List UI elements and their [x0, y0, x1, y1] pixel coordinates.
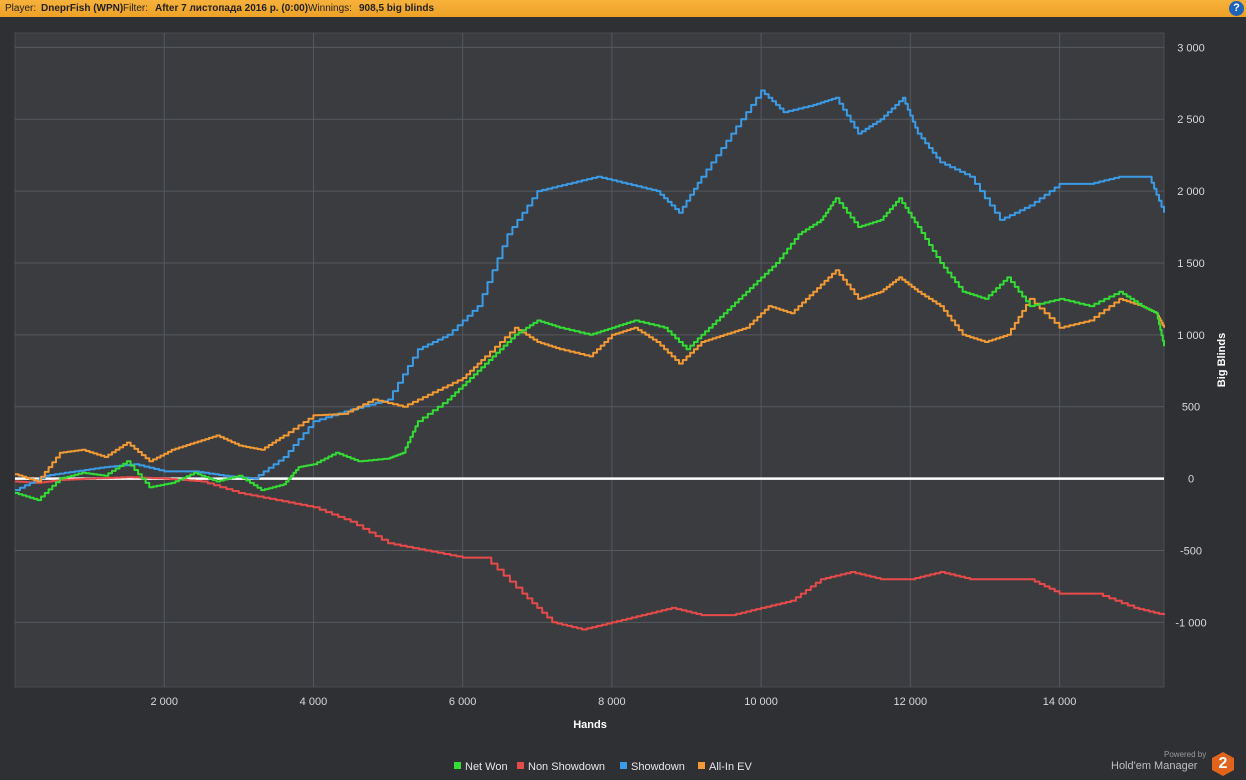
legend-label-non-showdown: Non Showdown — [528, 761, 606, 773]
y-tick-label: 2 500 — [1177, 114, 1205, 126]
brand-name: Hold'em Manager — [1111, 760, 1198, 772]
y-tick-label: 1 000 — [1177, 330, 1205, 342]
legend-swatch-all-in-ev — [698, 762, 705, 769]
legend-item-showdown[interactable]: Showdown — [620, 760, 685, 774]
y-axis-title: Big Blinds — [1216, 333, 1228, 387]
legend-label-net-won: Net Won — [465, 761, 508, 773]
filter-value: After 7 листопада 2016 р. (0:00) — [155, 3, 309, 14]
x-tick-label: 2 000 — [150, 696, 178, 708]
x-tick-label: 10 000 — [744, 696, 778, 708]
legend-item-non-showdown[interactable]: Non Showdown — [517, 760, 605, 774]
legend-item-all-in-ev[interactable]: All-In EV — [698, 760, 752, 774]
x-tick-label: 14 000 — [1043, 696, 1077, 708]
series-line-all-in-ev — [15, 269, 1165, 483]
x-tick-labels: 2 000 4 000 6 000 8 000 10 000 12 000 14 000 — [150, 696, 1076, 708]
help-icon[interactable]: ? — [1229, 1, 1244, 16]
powered-by-label: Powered by — [1164, 750, 1207, 759]
y-tick-label: 500 — [1182, 402, 1200, 414]
holdem-manager-logo-icon: 2 — [1212, 752, 1234, 776]
report-header-bar: Player: DneprFish (WPN) Filter: After 7 … — [0, 0, 1246, 17]
y-tick-label: 0 — [1188, 474, 1194, 486]
player-value: DneprFish (WPN) — [41, 3, 124, 14]
graph-chart: 2 000 4 000 6 000 8 000 10 000 12 000 14 000 3… — [14, 32, 1228, 731]
series-line-showdown — [15, 89, 1165, 492]
plot-area — [14, 32, 1165, 688]
x-tick-label: 8 000 — [598, 696, 626, 708]
legend-label-showdown: Showdown — [631, 761, 685, 773]
x-tick-label: 6 000 — [449, 696, 477, 708]
filter-label: Filter: — [123, 3, 148, 14]
legend-swatch-non-showdown — [517, 762, 524, 769]
y-tick-label: 3 000 — [1177, 42, 1205, 54]
y-tick-labels: 3 000 2 500 2 000 1 500 1 000 500 0 -500 -1 000 — [1175, 42, 1206, 629]
series-group — [15, 89, 1165, 631]
x-tick-label: 12 000 — [893, 696, 927, 708]
y-tick-label: 1 500 — [1177, 258, 1205, 270]
y-tick-label: -1 000 — [1175, 617, 1206, 629]
legend-swatch-net-won — [454, 762, 461, 769]
y-tick-label: 2 000 — [1177, 186, 1205, 198]
x-tick-label: 4 000 — [300, 696, 328, 708]
winnings-value: 908,5 big blinds — [359, 3, 435, 14]
winnings-label: Winnings: — [308, 3, 352, 14]
legend-label-all-in-ev: All-In EV — [709, 761, 752, 773]
x-axis-title: Hands — [573, 719, 607, 731]
y-tick-label: -500 — [1180, 545, 1202, 557]
series-line-net-won — [15, 197, 1165, 502]
legend-swatch-showdown — [620, 762, 627, 769]
player-label: Player: — [5, 3, 37, 14]
legend-item-net-won[interactable]: Net Won — [454, 760, 508, 774]
chart-legend: Net Won Non Showdown Showdown All-In EV — [0, 760, 1246, 776]
